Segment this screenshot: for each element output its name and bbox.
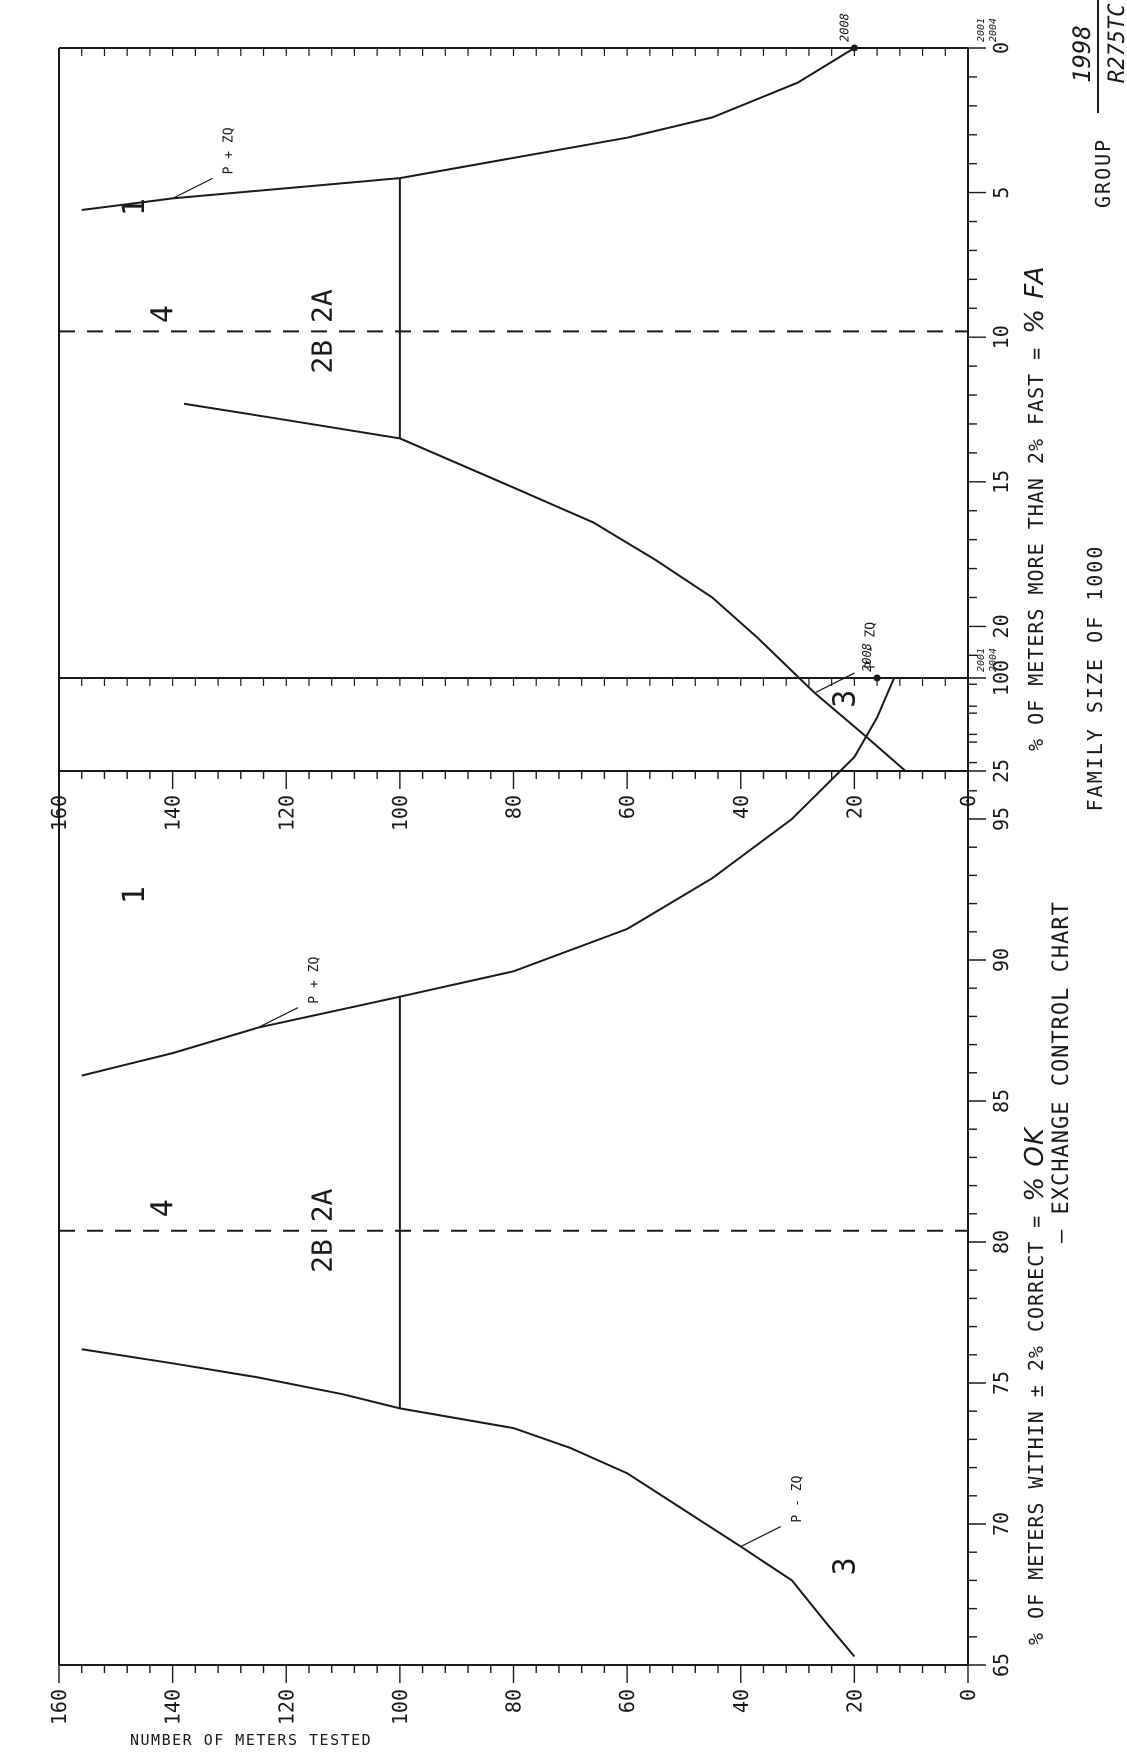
y-tick-label: 80 [502, 795, 526, 819]
y-tick-label: 160 [47, 795, 71, 831]
x-tick-label: 15 [989, 470, 1013, 494]
series-label: P + ZQ [307, 957, 322, 1004]
x-axis-label: % OF METERS WITHIN ± 2% CORRECT = % OK [1020, 1126, 1050, 1645]
group-label: GROUP [1091, 138, 1115, 208]
group-code: R275TC [1105, 3, 1127, 83]
series-label: P - ZQ [864, 622, 879, 669]
annotation-year: 2001 [976, 18, 987, 42]
x-tick-label: 90 [989, 948, 1013, 972]
x-tick-label: 0 [989, 42, 1013, 54]
x-tick-label: 95 [989, 807, 1013, 831]
x-tick-label: 85 [989, 1089, 1013, 1113]
y-tick-label: 120 [274, 795, 298, 831]
annotation-year: 2001 [976, 648, 987, 672]
zone-label: 2B 2A [306, 1188, 339, 1272]
x-tick-label: 5 [989, 187, 1013, 199]
zone-label: 1 [117, 886, 152, 904]
x-axis-label: % OF METERS MORE THAN 2% FAST = % FA [1020, 266, 1050, 752]
y-tick-label: 60 [615, 1689, 639, 1713]
marked-point-label: 2008 [837, 13, 851, 42]
x-tick-label: 70 [989, 1512, 1013, 1536]
y-tick-label: 80 [502, 1689, 526, 1713]
x-tick-label: 100 [989, 660, 1013, 696]
title-partial: — EXCHANGE CONTROL CHART [1049, 901, 1074, 1243]
y-tick-label: 60 [615, 795, 639, 819]
series-label: P + ZQ [222, 127, 237, 174]
series-leader [257, 1007, 299, 1029]
zone-label: 4 [146, 305, 181, 323]
series-line-p-minus-zq [81, 1348, 856, 1658]
y-tick-label: 40 [729, 1689, 753, 1713]
y-tick-label: 0 [956, 1689, 980, 1701]
rotated-chart-group: — EXCHANGE CONTROL CHART FAMILY SIZE OF … [47, 0, 1127, 1749]
y-axis-label: NUMBER OF METERS TESTED [130, 1731, 372, 1749]
header: — EXCHANGE CONTROL CHART FAMILY SIZE OF … [1049, 0, 1127, 1243]
zone-label: 3 [827, 1557, 862, 1575]
x-tick-label: 10 [989, 325, 1013, 349]
x-tick-label: 20 [989, 614, 1013, 638]
y-tick-label: 120 [274, 1689, 298, 1725]
panels: 65707580859095100020406080100120140160P … [47, 13, 1050, 1725]
x-tick-label: 65 [989, 1653, 1013, 1677]
series-line-p-plus-zq [81, 47, 855, 211]
panel-accuracy-panel: 65707580859095100020406080100120140160P … [47, 643, 1050, 1725]
annotation-year: 2004 [988, 18, 999, 42]
y-tick-label: 100 [388, 1689, 412, 1725]
series-leader [172, 177, 213, 199]
y-tick-label: 20 [842, 1689, 866, 1713]
series-leader [740, 1526, 782, 1548]
x-tick-label: 25 [989, 759, 1013, 783]
x-tick-label: 80 [989, 1230, 1013, 1254]
zone-label: 1 [117, 198, 152, 216]
y-tick-label: 0 [956, 795, 980, 807]
y-tick-label: 100 [388, 795, 412, 831]
zone-label: 4 [146, 1199, 181, 1217]
annotation-year: 2004 [988, 648, 999, 672]
zone-label: 3 [827, 690, 862, 708]
y-tick-label: 160 [47, 1689, 71, 1725]
y-tick-label: 20 [842, 795, 866, 819]
zone-label: 2B 2A [306, 289, 339, 373]
series-leader [814, 672, 855, 694]
marked-point [850, 44, 858, 52]
group-number: 1998 [1068, 25, 1096, 83]
page-title: FAMILY SIZE OF 1000 [1083, 545, 1107, 812]
y-tick-label: 140 [161, 795, 185, 831]
marked-point [873, 674, 881, 682]
series-line-p-minus-zq [183, 402, 907, 772]
panel-fast-panel: 25 20 15 10 5 0 0 20 40 60 80 100 120 140 160 P - ZQ P +… [47, 13, 1050, 831]
y-tick-label: 40 [729, 795, 753, 819]
marked-point-label: 2008 [860, 643, 874, 672]
x-tick-label: 75 [989, 1371, 1013, 1395]
series-label: P - ZQ [790, 1475, 805, 1522]
y-tick-label: 140 [161, 1689, 185, 1725]
series-line-p-plus-zq [81, 677, 896, 1077]
